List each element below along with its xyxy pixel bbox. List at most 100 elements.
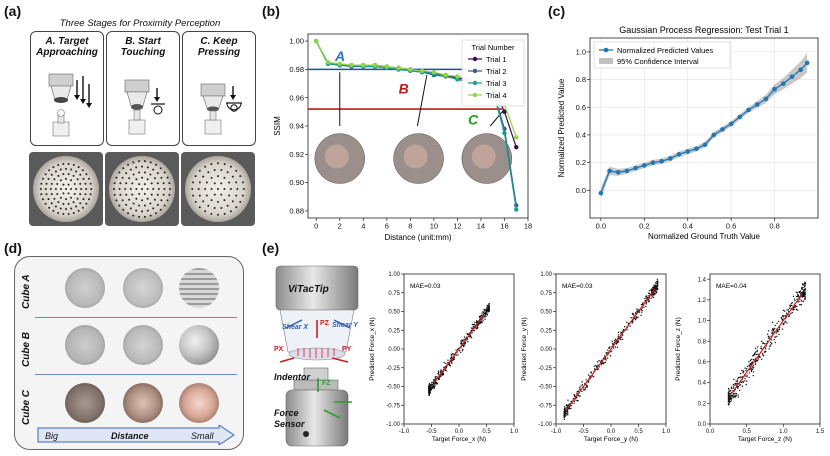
marker-dot (205, 181, 208, 184)
scatter-point (452, 358, 455, 361)
scatter-point (593, 365, 595, 367)
scatter-point (632, 313, 634, 316)
scatter-point (482, 313, 485, 316)
cube-c-small (179, 383, 219, 423)
marker-dot (141, 188, 143, 190)
data-point (789, 74, 795, 80)
marker-dot (220, 193, 223, 196)
scatter-point (652, 294, 654, 296)
scatter-point (565, 414, 567, 417)
data-point (607, 168, 612, 174)
marker-dot (118, 204, 121, 207)
x-tick-label: 0.0 (596, 222, 606, 231)
marker-dot (40, 193, 43, 196)
marker-dot (159, 167, 162, 170)
marker-dot (205, 194, 208, 197)
marker-dot (162, 193, 165, 196)
panel-a-title: Three Stages for Proximity Perception (59, 18, 221, 29)
scatter-point (587, 374, 590, 376)
scatter-point (752, 367, 755, 369)
data-point (685, 149, 691, 154)
marker-dot (129, 207, 132, 210)
scatter-point (775, 332, 778, 334)
scatter-point (580, 385, 582, 387)
scatter-point (742, 380, 744, 383)
panel-b-label: (b) (262, 3, 280, 19)
y-tick-label: 0.96 (289, 93, 304, 102)
data-point (711, 132, 717, 138)
scatter-point (768, 348, 770, 350)
scatter-point (636, 316, 638, 318)
y-tick-label: 0.50 (388, 310, 400, 316)
marker-dot (125, 172, 128, 175)
scatter-point (770, 342, 773, 345)
scatter-point (597, 368, 600, 370)
marker-dot (131, 193, 134, 196)
scatter-point (804, 282, 806, 284)
scatter-point (799, 303, 801, 306)
data-point (798, 67, 803, 73)
scatter-point (778, 333, 780, 335)
legend-label: Trial 4 (486, 91, 507, 100)
scatter-point (566, 410, 569, 413)
y-tick-label: 0.0 (576, 186, 586, 195)
data-point (349, 62, 354, 68)
marker-dot (79, 193, 82, 196)
scatter-point (638, 311, 641, 313)
scatter-point (760, 346, 762, 348)
marker-dot (85, 202, 88, 205)
marker-dot (138, 160, 141, 163)
scatter-point (739, 376, 741, 378)
scatter-point (567, 414, 569, 416)
marker-dot (52, 209, 55, 212)
scatter-point (481, 312, 483, 314)
marker-dot (152, 207, 155, 210)
cube-c-big (65, 383, 105, 423)
data-point (372, 62, 378, 68)
scatter-point (617, 334, 620, 336)
marker-dot (160, 176, 163, 179)
marker-dot (119, 193, 122, 196)
scatter-point (795, 291, 797, 293)
scatter-point (428, 392, 431, 395)
data-point (804, 60, 810, 66)
scatter-point (798, 300, 800, 303)
marker-dot (217, 175, 219, 178)
scatter-point (479, 316, 481, 318)
x-tick-label: 0.5 (482, 429, 491, 435)
scatter-point (760, 358, 763, 361)
marker-dot (65, 208, 67, 211)
y-tick-label: 0.98 (289, 65, 304, 74)
stage-b-box: B. Start Touching (106, 31, 180, 146)
y-axis-label: Predicted Force_z (N) (675, 317, 682, 381)
scatter-point (728, 392, 730, 394)
px-label: PX (274, 346, 284, 353)
marker-dot (143, 160, 146, 163)
marker-dot (62, 173, 65, 176)
scatter-point (594, 364, 597, 367)
scatter-point (794, 306, 797, 308)
scatter-point (565, 407, 567, 409)
scatter-point (800, 300, 803, 302)
scatter-point (636, 310, 638, 312)
marker-dot (65, 198, 67, 201)
marker-dots (113, 160, 171, 218)
scatter-point (742, 372, 744, 374)
y-tick-label: 0.92 (289, 150, 304, 159)
marker-dot (57, 174, 60, 177)
sensor-illustration (275, 265, 359, 447)
scatter-point (437, 372, 439, 375)
x-tick-label: 1.0 (662, 429, 671, 435)
scatter-point (483, 316, 486, 318)
scatter-point (730, 387, 732, 390)
y-tick-label: 1.00 (540, 272, 552, 278)
x-tick-label: 0.0 (607, 429, 616, 435)
marker-dot (82, 198, 85, 201)
marker-dot (155, 212, 157, 215)
scatter-point (626, 321, 628, 323)
scatter-point (644, 297, 646, 300)
legend-label: Normalized Predicted Values (617, 46, 713, 55)
x-tick-label: 2 (338, 222, 342, 231)
scatter-point (615, 343, 618, 345)
marker-dot (62, 202, 65, 205)
